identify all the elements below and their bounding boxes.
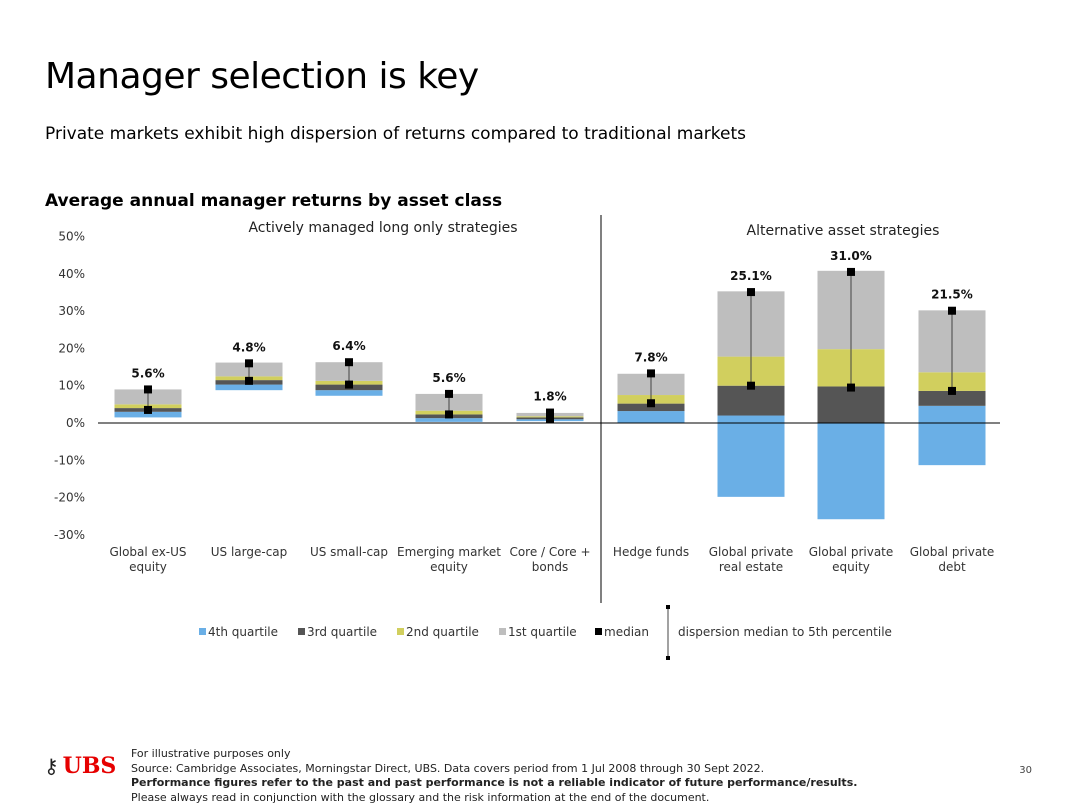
category-label: equity	[430, 560, 468, 574]
median-marker	[245, 376, 253, 385]
percentile-marker	[546, 408, 554, 417]
percentile-marker	[847, 267, 855, 276]
bar-segment-q4	[215, 384, 283, 391]
dispersion-label: 1.8%	[533, 390, 566, 404]
legend-label-q1: 1st quartile	[508, 625, 577, 639]
percentile-marker	[445, 389, 453, 398]
keys-icon: ⚷	[44, 754, 59, 778]
category-label: US small-cap	[310, 545, 388, 559]
footer: ⚷ UBS For illustrative purposes only Sou…	[0, 745, 1080, 810]
legend-dispersion-cap-top	[666, 605, 670, 609]
footnote-performance: Performance figures refer to the past an…	[131, 776, 858, 789]
category-label: Global private	[809, 545, 894, 559]
page-title: Manager selection is key	[45, 56, 479, 97]
category-label: Global private	[709, 545, 794, 559]
median-marker	[546, 415, 554, 424]
bar-segment-q4	[114, 411, 182, 418]
category-label: Hedge funds	[613, 545, 689, 559]
legend-label-q3: 3rd quartile	[307, 625, 377, 639]
legend-swatch-q1	[499, 628, 506, 635]
category-label: Global ex-US	[109, 545, 186, 559]
median-marker	[948, 386, 956, 395]
legend-swatch-median	[595, 628, 602, 635]
percentile-marker	[144, 385, 152, 394]
category-label: Emerging market	[397, 545, 501, 559]
median-marker	[747, 381, 755, 390]
page-subtitle: Private markets exhibit high dispersion …	[45, 124, 746, 144]
page-number: 30	[1019, 765, 1032, 776]
footnote-glossary: Please always read in conjunction with t…	[131, 790, 710, 804]
bar-segment-q3	[918, 390, 986, 406]
dispersion-label: 5.6%	[131, 366, 164, 380]
median-marker	[144, 405, 152, 414]
y-tick-label: 30%	[58, 304, 85, 318]
dispersion-label: 4.8%	[232, 340, 265, 354]
percentile-marker	[245, 359, 253, 368]
legend-swatch-q2	[397, 628, 404, 635]
category-label: equity	[832, 560, 870, 574]
median-marker	[847, 383, 855, 392]
percentile-marker	[948, 306, 956, 315]
y-tick-label: 10%	[58, 379, 85, 393]
legend-label-q2: 2nd quartile	[406, 625, 479, 639]
legend-label-median: median	[604, 625, 649, 639]
median-marker	[647, 399, 655, 408]
section-label-active: Actively managed long only strategies	[248, 220, 517, 236]
dispersion-label: 21.5%	[931, 288, 973, 302]
logo-text: UBS	[62, 753, 117, 779]
y-tick-label: 50%	[58, 230, 85, 244]
y-tick-label: -30%	[54, 528, 85, 542]
percentile-marker	[647, 369, 655, 378]
legend-label-dispersion: dispersion median to 5th percentile	[678, 625, 892, 639]
bar-segment-q4	[415, 418, 483, 422]
bar-segment-q3	[717, 385, 785, 416]
legend-swatch-q4	[199, 628, 206, 635]
y-tick-label: -20%	[54, 491, 85, 505]
category-label: Global private	[910, 545, 995, 559]
legend-dispersion-cap-bottom	[666, 656, 670, 660]
y-tick-label: 40%	[58, 267, 85, 281]
footnote-source: Source: Cambridge Associates, Morningsta…	[131, 761, 765, 775]
chart-title: Average annual manager returns by asset …	[45, 191, 503, 211]
legend-label-q4: 4th quartile	[208, 625, 278, 639]
bar-segment-q4	[817, 423, 885, 520]
category-label: US large-cap	[211, 545, 288, 559]
y-tick-label: 20%	[58, 341, 85, 355]
returns-chart: 50% 40% 30% 20% 10% 0% -10% -20% -30% Actively ma…	[54, 215, 1000, 660]
y-tick-label: 0%	[66, 416, 85, 430]
dispersion-label: 6.4%	[332, 339, 365, 353]
bar-segment-q4	[315, 390, 383, 396]
dispersion-label: 5.6%	[432, 371, 465, 385]
footnote-illustrative: For illustrative purposes only	[131, 747, 291, 760]
category-label: debt	[938, 560, 966, 574]
dispersion-label: 31.0%	[830, 249, 872, 263]
dispersion-label: 25.1%	[730, 269, 772, 283]
y-tick-label: -10%	[54, 453, 85, 467]
category-label: equity	[129, 560, 167, 574]
bar-segment-q4	[717, 415, 785, 497]
ubs-logo: ⚷ UBS	[44, 753, 116, 779]
median-marker	[445, 410, 453, 419]
footnotes: For illustrative purposes only Source: C…	[131, 747, 857, 805]
section-label-alternative: Alternative asset strategies	[747, 223, 940, 239]
percentile-marker	[747, 288, 755, 297]
bar-segment-q4	[918, 405, 986, 466]
bar-segment-q4	[617, 411, 685, 423]
category-label: real estate	[719, 560, 783, 574]
dispersion-label: 7.8%	[634, 350, 667, 364]
category-label: Core / Core +	[509, 545, 590, 559]
bar-segment-q3	[817, 386, 885, 423]
percentile-marker	[345, 358, 353, 367]
bar-segment-q3	[617, 403, 685, 412]
category-label: bonds	[532, 560, 568, 574]
median-marker	[345, 380, 353, 389]
legend-swatch-q3	[298, 628, 305, 635]
